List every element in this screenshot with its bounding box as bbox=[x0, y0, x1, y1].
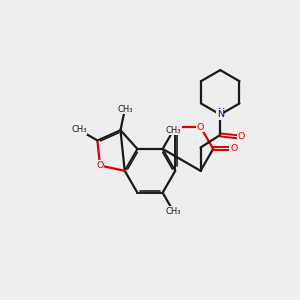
Text: N: N bbox=[217, 110, 224, 119]
Text: CH₃: CH₃ bbox=[71, 125, 87, 134]
Text: O: O bbox=[197, 122, 204, 131]
Text: CH₃: CH₃ bbox=[166, 207, 181, 216]
Text: O: O bbox=[230, 144, 238, 153]
Text: N: N bbox=[217, 108, 224, 117]
Text: O: O bbox=[238, 133, 245, 142]
Text: CH₃: CH₃ bbox=[166, 126, 181, 135]
Text: O: O bbox=[96, 161, 104, 170]
Text: CH₃: CH₃ bbox=[117, 105, 133, 114]
